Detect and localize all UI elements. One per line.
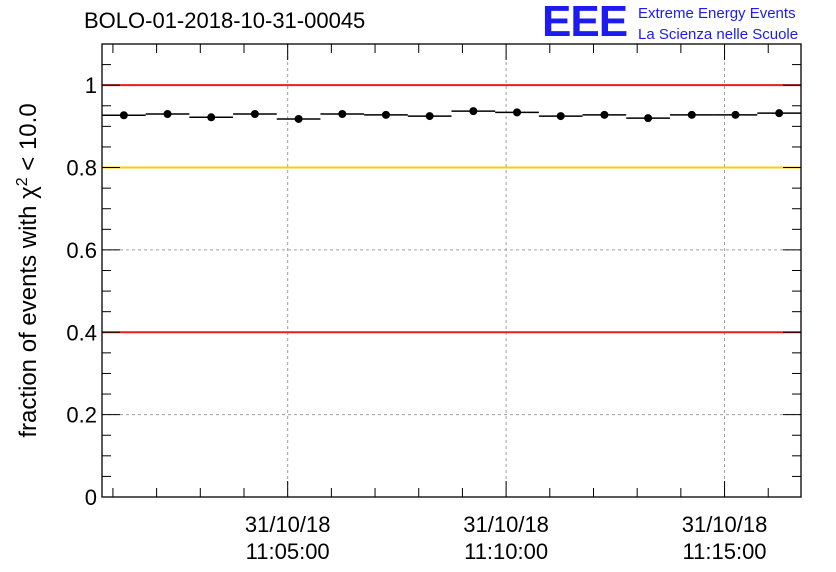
data-point [163,110,172,119]
y-tick-label: 0.8 [66,156,97,181]
y-axis-label: fraction of events with χ2 < 10.0 [14,103,42,437]
logo-text-line-1: Extreme Energy Events [638,5,796,22]
data-point [469,107,478,116]
eee-logo-mark: EEE [542,0,628,46]
y-tick-label: 0.6 [66,238,97,263]
data-point [644,114,653,123]
x-tick-label: 31/10/18 [245,512,331,537]
eee-logo: EEE Extreme Energy Events La Scienza nel… [542,0,827,48]
data-point [775,109,784,118]
logo-text-line-2: La Scienza nelle Scuole [638,26,799,43]
y-tick-label: 0.2 [66,403,97,428]
y-tick-label: 1 [85,73,97,98]
x-tick-label: 31/10/18 [682,512,768,537]
x-tick-label: 11:05:00 [246,539,330,564]
data-point [731,110,740,119]
x-tick-label: 31/10/18 [463,512,549,537]
y-tick-label: 0 [85,485,97,510]
data-point [338,110,347,119]
x-tick-label: 11:15:00 [683,539,767,564]
data-point [425,112,434,121]
data-point [600,110,609,119]
data-point [381,110,390,119]
plot-frame [101,43,802,498]
x-tick-label: 11:10:00 [464,539,548,564]
data-point [556,112,565,121]
data-point [207,113,216,122]
data-point [119,111,128,120]
chart-title: BOLO-01-2018-10-31-00045 [84,8,366,33]
data-point [250,110,259,119]
y-tick-label: 0.4 [66,320,97,345]
data-point [294,114,303,123]
data-point [687,110,696,119]
data-point [513,108,522,117]
